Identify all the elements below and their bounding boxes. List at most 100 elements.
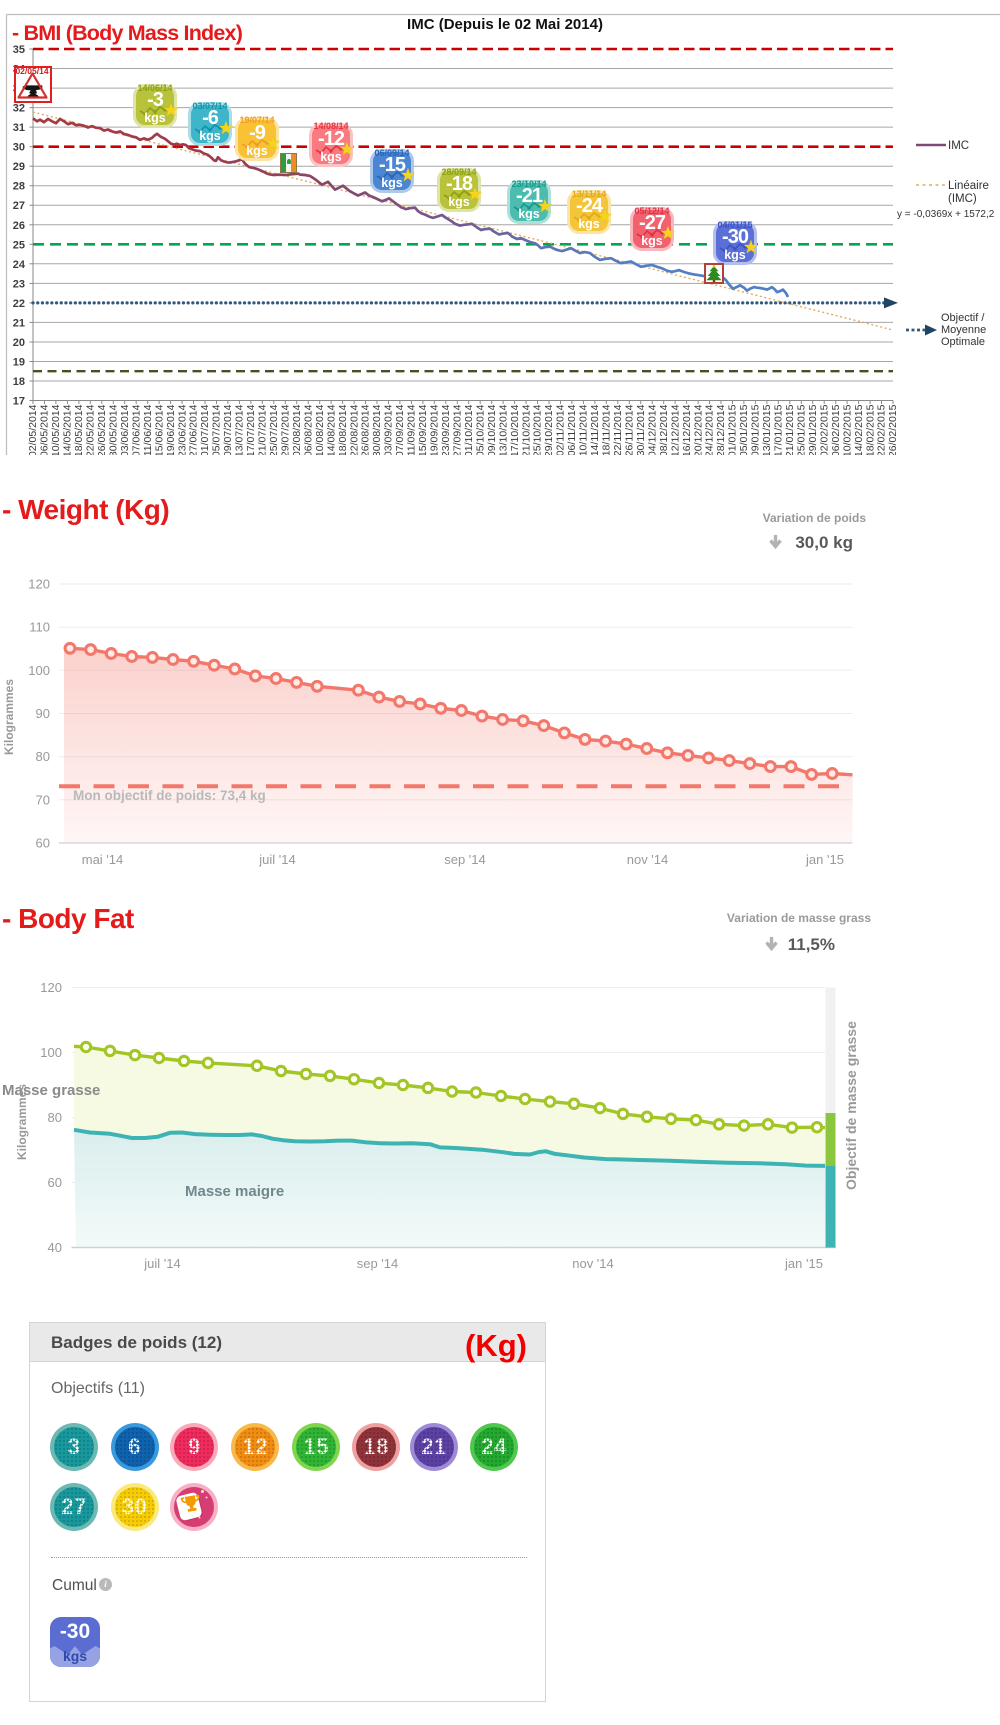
svg-text:IMC: IMC <box>948 140 969 152</box>
svg-text:01/10/2014: 01/10/2014 <box>463 404 475 455</box>
svg-text:18/11/2014: 18/11/2014 <box>601 404 613 455</box>
svg-text:35: 35 <box>13 44 25 56</box>
svg-text:Masse grasse: Masse grasse <box>2 1082 100 1099</box>
svg-text:60: 60 <box>48 1175 62 1190</box>
svg-text:21/07/2014: 21/07/2014 <box>257 404 269 455</box>
svg-text:07/09/2014: 07/09/2014 <box>394 404 406 455</box>
svg-text:Moyenne: Moyenne <box>941 324 986 336</box>
svg-text:10/11/2014: 10/11/2014 <box>578 404 590 455</box>
svg-text:30/11/2014: 30/11/2014 <box>635 404 647 455</box>
svg-text:25/07/2014: 25/07/2014 <box>268 404 280 455</box>
svg-text:Mon objectif de poids: 73,4 kg: Mon objectif de poids: 73,4 kg <box>73 788 266 803</box>
svg-text:15/09/2014: 15/09/2014 <box>417 404 429 455</box>
svg-text:32: 32 <box>13 103 25 115</box>
svg-text:29/01/2015: 29/01/2015 <box>807 404 819 455</box>
svg-text:nov '14: nov '14 <box>572 1256 614 1271</box>
svg-text:19/09/2014: 19/09/2014 <box>429 404 441 455</box>
svg-text:Linéaire: Linéaire <box>948 180 989 192</box>
svg-text:y = -0,0369x + 1572,2: y = -0,0369x + 1572,2 <box>897 209 995 220</box>
svg-text:17: 17 <box>13 396 25 408</box>
svg-text:25: 25 <box>13 239 25 251</box>
svg-text:24: 24 <box>13 259 26 271</box>
svg-text:13/01/2015: 13/01/2015 <box>761 404 773 455</box>
svg-text:03/06/2014: 03/06/2014 <box>119 404 131 455</box>
svg-text:Objectif de masse grasse: Objectif de masse grasse <box>843 1021 859 1190</box>
svg-text:28: 28 <box>13 181 25 193</box>
svg-text:12/12/2014: 12/12/2014 <box>669 404 681 455</box>
svg-text:30/08/2014: 30/08/2014 <box>371 404 383 455</box>
svg-text:17/07/2014: 17/07/2014 <box>245 404 257 455</box>
svg-text:06/02/2015: 06/02/2015 <box>830 404 842 455</box>
svg-text:26: 26 <box>13 220 25 232</box>
svg-text:22: 22 <box>13 298 25 310</box>
svg-text:10/08/2014: 10/08/2014 <box>314 404 326 455</box>
svg-text:15/06/2014: 15/06/2014 <box>153 404 165 455</box>
svg-text:10/02/2015: 10/02/2015 <box>841 404 853 455</box>
svg-text:18/02/2015: 18/02/2015 <box>864 404 876 455</box>
svg-text:04/12/2014: 04/12/2014 <box>646 404 658 455</box>
svg-text:27/09/2014: 27/09/2014 <box>452 404 464 455</box>
svg-text:31: 31 <box>13 122 25 134</box>
svg-text:nov '14: nov '14 <box>627 852 669 867</box>
svg-text:28/12/2014: 28/12/2014 <box>715 404 727 455</box>
svg-text:05/07/2014: 05/07/2014 <box>211 404 223 455</box>
svg-text:26/08/2014: 26/08/2014 <box>360 404 372 455</box>
svg-text:07/06/2014: 07/06/2014 <box>130 404 142 455</box>
svg-text:23/06/2014: 23/06/2014 <box>176 404 188 455</box>
svg-text:19: 19 <box>13 357 25 369</box>
svg-text:40: 40 <box>48 1240 62 1255</box>
svg-text:01/07/2014: 01/07/2014 <box>199 404 211 455</box>
svg-text:60: 60 <box>36 836 50 851</box>
svg-text:14/05/2014: 14/05/2014 <box>62 404 74 455</box>
svg-text:27: 27 <box>13 200 25 212</box>
svg-text:14/08/2014: 14/08/2014 <box>325 404 337 455</box>
svg-text:08/12/2014: 08/12/2014 <box>658 404 670 455</box>
svg-text:01/01/2015: 01/01/2015 <box>727 404 739 455</box>
svg-text:29: 29 <box>13 161 25 173</box>
svg-text:sep '14: sep '14 <box>357 1256 399 1271</box>
svg-text:17/01/2015: 17/01/2015 <box>773 404 785 455</box>
svg-text:18: 18 <box>13 376 25 388</box>
svg-text:21/01/2015: 21/01/2015 <box>784 404 796 455</box>
svg-text:90: 90 <box>36 706 50 721</box>
svg-text:26/11/2014: 26/11/2014 <box>624 404 636 455</box>
svg-text:24/12/2014: 24/12/2014 <box>704 404 716 455</box>
svg-text:29/10/2014: 29/10/2014 <box>543 404 555 455</box>
svg-text:06/05/2014: 06/05/2014 <box>39 404 51 455</box>
svg-text:Kilogrammes: Kilogrammes <box>15 1084 29 1160</box>
svg-text:22/05/2014: 22/05/2014 <box>85 404 97 455</box>
svg-text:110: 110 <box>29 620 50 635</box>
svg-text:09/10/2014: 09/10/2014 <box>486 404 498 455</box>
svg-text:21/10/2014: 21/10/2014 <box>520 404 532 455</box>
svg-text:jan '15: jan '15 <box>805 852 844 867</box>
svg-text:23: 23 <box>13 278 25 290</box>
svg-text:11/06/2014: 11/06/2014 <box>142 404 154 455</box>
svg-text:18/05/2014: 18/05/2014 <box>73 404 85 455</box>
svg-text:02/08/2014: 02/08/2014 <box>291 404 303 455</box>
svg-text:22/02/2015: 22/02/2015 <box>876 404 888 455</box>
svg-text:13/07/2014: 13/07/2014 <box>234 404 246 455</box>
svg-text:10/05/2014: 10/05/2014 <box>50 404 62 455</box>
svg-text:05/10/2014: 05/10/2014 <box>474 404 486 455</box>
svg-text:27/06/2014: 27/06/2014 <box>188 404 200 455</box>
svg-text:Masse maigre: Masse maigre <box>185 1183 284 1200</box>
svg-text:13/10/2014: 13/10/2014 <box>497 404 509 455</box>
svg-text:mai '14: mai '14 <box>82 852 124 867</box>
svg-text:Kilogrammes: Kilogrammes <box>2 679 16 755</box>
svg-text:juil '14: juil '14 <box>258 852 295 867</box>
svg-text:03/09/2014: 03/09/2014 <box>383 404 395 455</box>
svg-text:(IMC): (IMC) <box>948 193 977 205</box>
svg-text:25/10/2014: 25/10/2014 <box>532 404 544 455</box>
svg-text:19/06/2014: 19/06/2014 <box>165 404 177 455</box>
svg-text:20/12/2014: 20/12/2014 <box>692 404 704 455</box>
svg-text:30: 30 <box>13 142 25 154</box>
svg-text:26/05/2014: 26/05/2014 <box>96 404 108 455</box>
svg-text:22/11/2014: 22/11/2014 <box>612 404 624 455</box>
svg-text:29/07/2014: 29/07/2014 <box>280 404 292 455</box>
svg-text:70: 70 <box>36 792 50 807</box>
svg-text:jan '15: jan '15 <box>784 1256 823 1271</box>
svg-text:juil '14: juil '14 <box>143 1256 180 1271</box>
svg-text:06/11/2014: 06/11/2014 <box>566 404 578 455</box>
svg-text:14/02/2015: 14/02/2015 <box>853 404 865 455</box>
svg-text:05/01/2015: 05/01/2015 <box>738 404 750 455</box>
